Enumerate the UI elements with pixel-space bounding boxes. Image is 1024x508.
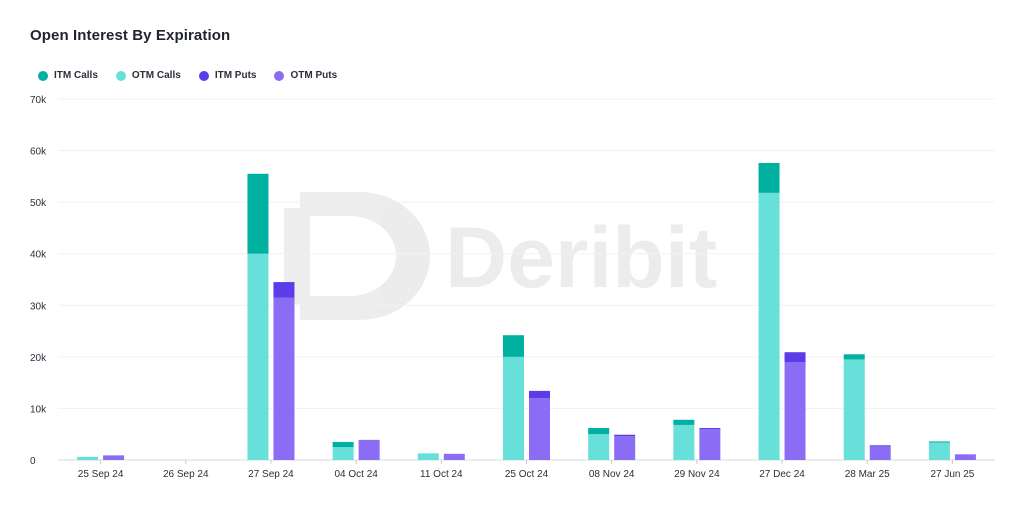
bar-otm-calls[interactable]: [247, 253, 269, 460]
y-tick-label: 70k: [30, 95, 47, 106]
deribit-watermark: Deribit: [284, 192, 717, 320]
legend-label-otm-calls: OTM Calls: [131, 70, 181, 81]
bar-otm-puts[interactable]: [699, 429, 721, 460]
y-tick-label: 10k: [30, 404, 47, 415]
bar-itm-calls[interactable]: [843, 354, 865, 360]
y-tick-label: 50k: [30, 198, 47, 209]
x-tick-label: 08 Nov 24: [589, 469, 635, 480]
x-tick-label: 26 Sep 24: [163, 469, 209, 480]
bar-otm-calls[interactable]: [928, 442, 950, 460]
legend-item-otm-puts[interactable]: OTM Puts: [274, 70, 337, 81]
legend-label-otm-puts: OTM Puts: [290, 70, 338, 81]
bar-itm-puts[interactable]: [699, 428, 721, 430]
bar-otm-puts[interactable]: [954, 454, 976, 460]
bar-otm-puts[interactable]: [443, 453, 465, 460]
y-tick-label: 20k: [30, 353, 47, 364]
x-tick-label: 11 Oct 24: [420, 469, 463, 480]
bar-otm-calls[interactable]: [843, 359, 865, 460]
bar-otm-puts[interactable]: [273, 297, 295, 460]
legend-swatch-otm-puts: [274, 70, 285, 81]
x-tick-label: 27 Jun 25: [930, 469, 974, 480]
chart-legend: ITM Calls OTM Calls ITM Puts OTM Puts: [38, 70, 337, 81]
bar-otm-puts[interactable]: [529, 398, 550, 460]
legend-swatch-itm-puts: [198, 70, 209, 81]
x-tick-label: 27 Dec 24: [759, 469, 805, 480]
deribit-logo-mark: [284, 192, 430, 320]
bar-otm-calls[interactable]: [758, 192, 780, 461]
bar-otm-puts[interactable]: [358, 439, 380, 460]
legend-swatch-itm-calls: [38, 70, 48, 81]
legend-label-itm-calls: ITM Calls: [54, 70, 98, 81]
y-tick-label: 0: [30, 456, 36, 467]
legend-item-itm-calls[interactable]: ITM Calls: [38, 70, 98, 81]
y-tick-label: 60k: [30, 147, 47, 158]
legend-label-itm-puts: ITM Puts: [214, 70, 257, 81]
bar-otm-calls[interactable]: [332, 447, 354, 460]
bar-itm-calls[interactable]: [503, 335, 524, 357]
bar-itm-puts[interactable]: [273, 282, 295, 298]
chart-title: Open Interest By Expiration: [30, 27, 231, 44]
bar-otm-puts[interactable]: [103, 455, 125, 460]
bar-otm-calls[interactable]: [77, 456, 99, 460]
bar-itm-puts[interactable]: [614, 434, 636, 437]
bar-otm-calls[interactable]: [417, 453, 439, 460]
x-tick-label: 27 Sep 24: [248, 469, 294, 480]
bar-itm-calls[interactable]: [928, 441, 950, 443]
bar-itm-puts[interactable]: [784, 352, 806, 363]
x-tick-label: 29 Nov 24: [674, 469, 720, 480]
legend-swatch-otm-calls: [115, 70, 126, 81]
bar-otm-calls[interactable]: [588, 434, 610, 460]
bar-otm-puts[interactable]: [869, 445, 891, 460]
x-tick-label: 28 Mar 25: [845, 469, 890, 480]
bar-itm-calls[interactable]: [247, 173, 269, 254]
bar-otm-puts[interactable]: [784, 362, 806, 460]
y-tick-label: 40k: [30, 250, 47, 261]
x-tick-label: 25 Sep 24: [78, 469, 124, 480]
bar-itm-calls[interactable]: [332, 441, 354, 448]
bar-otm-calls[interactable]: [503, 356, 524, 460]
bar-otm-calls[interactable]: [673, 424, 695, 460]
legend-item-otm-calls[interactable]: OTM Calls: [115, 70, 181, 81]
bar-itm-calls[interactable]: [673, 419, 695, 425]
bar-itm-puts[interactable]: [529, 390, 550, 399]
bar-itm-calls[interactable]: [588, 428, 610, 435]
x-tick-label: 25 Oct 24: [505, 469, 549, 480]
y-tick-label: 30k: [30, 301, 47, 312]
bar-otm-puts[interactable]: [614, 436, 636, 460]
legend-item-itm-puts[interactable]: ITM Puts: [198, 70, 257, 81]
bar-itm-calls[interactable]: [758, 162, 780, 193]
x-tick-label: 04 Oct 24: [334, 469, 378, 480]
watermark-text: Deribit: [445, 210, 717, 306]
